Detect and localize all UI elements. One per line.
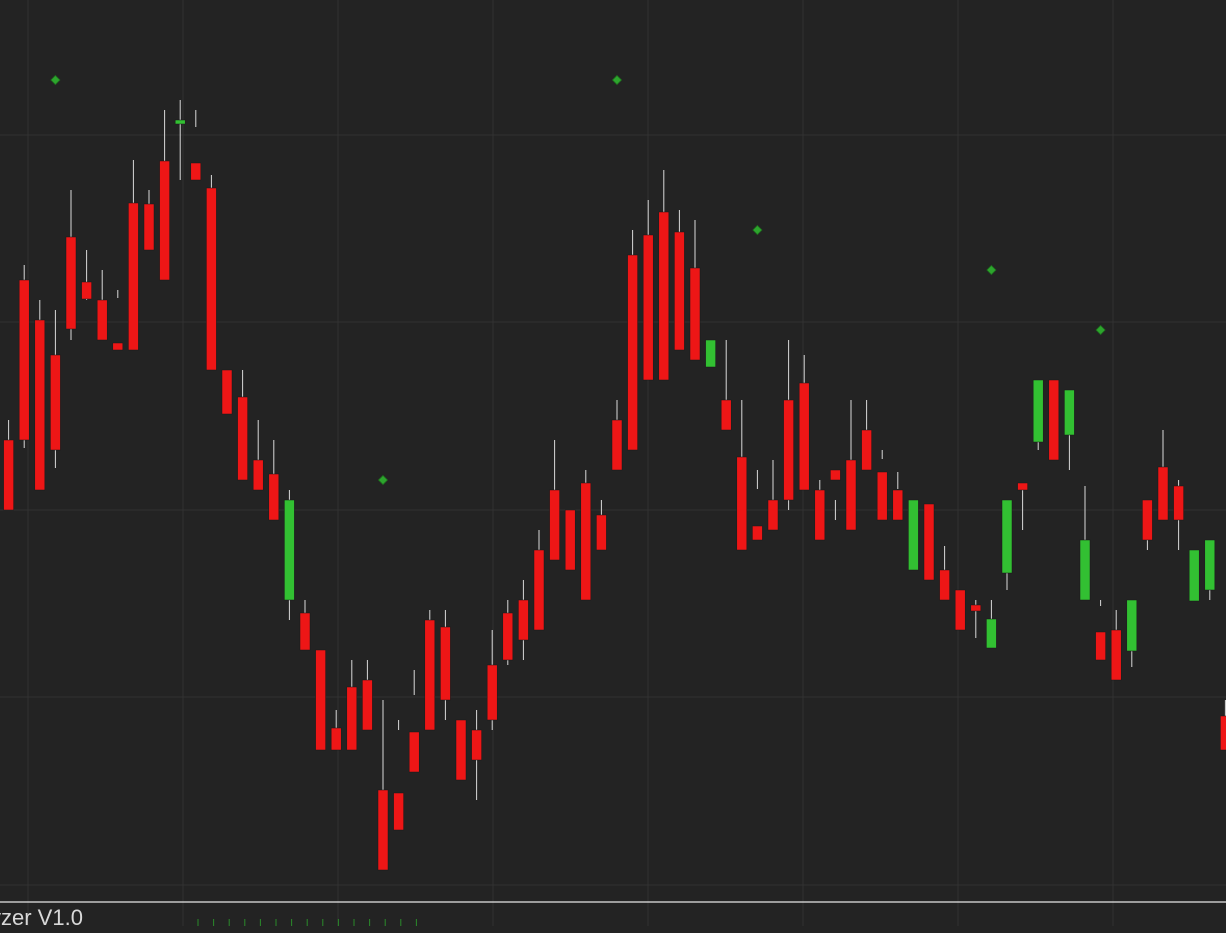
bearish-candle [502,612,514,661]
bearish-candle [377,789,389,871]
bullish-candle [1001,499,1013,574]
signal-diamond-marker [50,74,61,86]
bearish-candle [18,279,30,441]
bearish-candle [845,459,857,531]
bearish-candle [112,342,124,351]
bearish-candle [939,569,950,601]
bullish-candle [1064,389,1075,436]
bearish-candle [564,509,576,571]
bullish-candle [1204,539,1216,591]
bearish-candle [455,719,467,781]
bearish-candle [50,354,61,451]
bearish-candle [954,589,966,631]
bearish-candle [34,319,46,491]
signal-diamond-marker [1095,324,1106,336]
bearish-candle [143,203,155,251]
bearish-candle [3,439,14,511]
bearish-candle [658,211,670,381]
bearish-candle [221,369,233,415]
bullish-candle [1032,379,1044,443]
bearish-candle [533,549,545,631]
bearish-candle [190,162,202,181]
bearish-candle [876,471,888,521]
bearish-candle [440,626,451,701]
bearish-candle [596,514,607,551]
bearish-candle [642,234,654,381]
bullish-candle [908,499,919,571]
bearish-candle [627,254,638,451]
bearish-candle [814,489,826,541]
bearish-candle [252,459,264,491]
bearish-candle [393,792,404,831]
bearish-candle [1142,499,1153,541]
bearish-candle [471,729,482,761]
bearish-candle [720,399,732,431]
bearish-candle [206,187,217,371]
wicks [8,100,1226,850]
signal-diamond-marker [752,224,763,236]
bullish-candle [174,119,186,125]
bearish-candle [128,202,139,351]
bearish-candle [970,604,982,612]
signal-diamond-marker [377,474,389,486]
bearish-candle [486,664,498,721]
signal-markers [50,74,1106,486]
bullish-candle [986,618,997,649]
signal-diamond-marker [611,74,623,86]
bearish-candle [268,473,280,521]
bearish-candle [1157,466,1169,521]
bearish-candle [830,469,841,481]
bearish-candle [1017,482,1028,491]
bearish-candle [1048,379,1060,461]
bearish-candle [580,482,592,601]
bearish-candle [237,396,248,481]
bullish-candle [284,499,295,601]
bullish-candle [1126,599,1138,652]
bearish-candle [1220,715,1226,751]
bearish-candle [783,399,794,501]
bearish-candle [752,525,763,541]
bullish-candle [705,339,716,368]
bearish-candle [1173,485,1184,521]
bearish-candle [798,382,810,491]
bearish-candle [424,619,436,731]
bearish-candle [611,419,623,471]
bearish-candle [362,679,373,731]
bearish-candle [96,299,108,341]
bearish-candle [767,499,779,531]
bearish-candle [330,727,342,751]
bearish-candle [299,612,311,651]
bullish-candle [1188,549,1200,602]
bearish-candle [674,231,685,351]
bearish-candle [408,731,420,773]
signal-diamond-marker [986,264,997,276]
bearish-candle [518,599,529,641]
indicator-pane-header [0,901,1226,926]
bearish-candle [1110,629,1122,681]
bearish-candle [159,160,170,281]
bearish-candle [346,686,358,751]
bearish-candle [65,236,77,330]
bearish-candle [736,456,748,551]
indicator-title: yzer V1.0 [0,905,83,930]
bullish-candle [1079,539,1091,601]
bearish-candle [315,649,326,751]
bearish-candle [892,489,904,521]
bearish-candle [81,281,92,300]
bearish-candle [689,267,701,361]
candle-bodies [3,119,1226,871]
bearish-candle [549,489,560,561]
bearish-candle [1095,631,1106,661]
bearish-candle [923,503,935,581]
bearish-candle [861,429,872,471]
